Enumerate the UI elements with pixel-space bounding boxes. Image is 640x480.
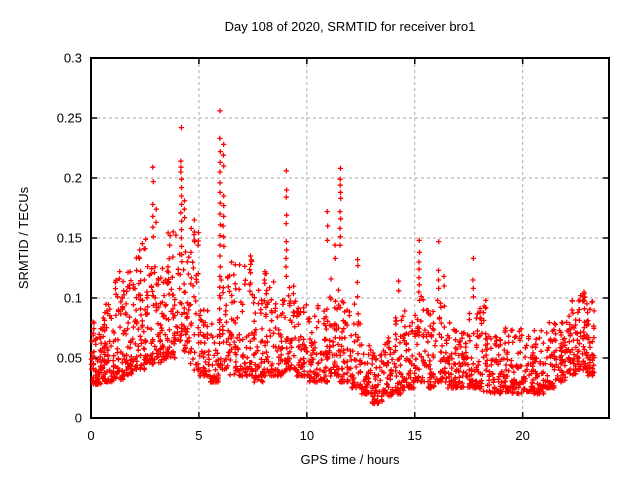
x-tick-labels: 0 5 10 15 20 — [87, 428, 530, 443]
y-tick-label: 0.3 — [64, 51, 82, 66]
y-axis-label: SRMTID / TECUs — [16, 186, 31, 289]
x-tick-label: 15 — [408, 428, 422, 443]
chart-title: Day 108 of 2020, SRMTID for receiver bro… — [225, 19, 476, 34]
y-tick-label: 0 — [75, 411, 82, 426]
x-tick-label: 0 — [87, 428, 94, 443]
y-tick-label: 0.05 — [57, 351, 82, 366]
x-tick-label: 10 — [300, 428, 314, 443]
y-tick-label: 0.25 — [57, 111, 82, 126]
x-tick-label: 5 — [195, 428, 202, 443]
scatter-points — [88, 108, 597, 407]
x-tick-label: 20 — [515, 428, 529, 443]
y-tick-label: 0.1 — [64, 291, 82, 306]
y-tick-label: 0.2 — [64, 171, 82, 186]
x-axis-label: GPS time / hours — [301, 452, 400, 467]
y-tick-labels: 0 0.05 0.1 0.15 0.2 0.25 0.3 — [57, 51, 82, 426]
tick-marks — [90, 57, 609, 419]
y-tick-label: 0.15 — [57, 231, 82, 246]
